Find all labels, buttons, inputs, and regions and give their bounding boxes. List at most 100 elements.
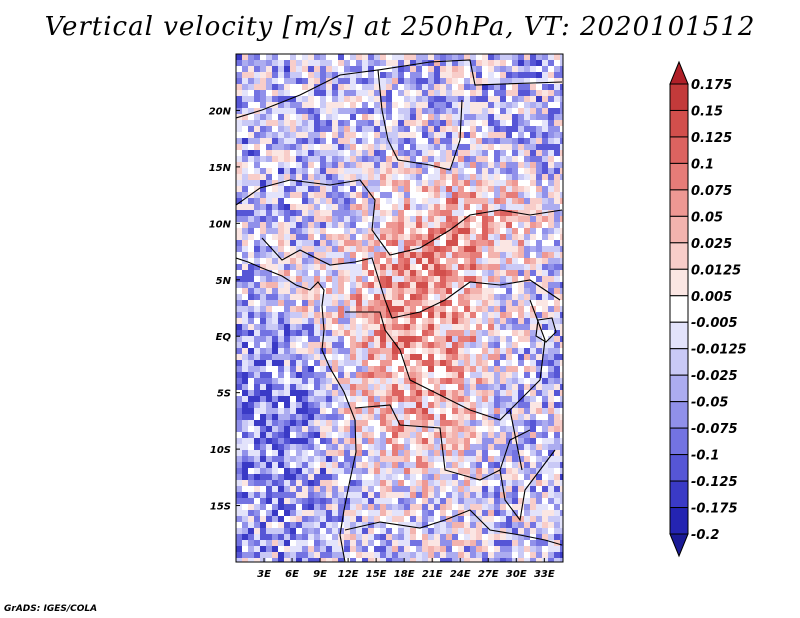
field-cell	[260, 366, 267, 373]
field-cell	[434, 426, 441, 433]
field-cell	[500, 126, 507, 133]
field-cell	[332, 54, 339, 61]
field-cell	[488, 90, 495, 97]
field-cell	[320, 162, 327, 169]
field-cell	[278, 528, 285, 535]
field-cell	[362, 420, 369, 427]
field-cell	[290, 108, 297, 115]
field-cell	[440, 396, 447, 403]
field-cell	[530, 348, 537, 355]
field-cell	[422, 378, 429, 385]
field-cell	[434, 402, 441, 409]
field-cell	[506, 222, 513, 229]
field-cell	[422, 120, 429, 127]
field-cell	[470, 132, 477, 139]
field-cell	[440, 462, 447, 469]
field-cell	[374, 396, 381, 403]
field-cell	[428, 534, 435, 541]
field-cell	[470, 84, 477, 91]
field-cell	[524, 354, 531, 361]
field-cell	[266, 54, 273, 61]
field-cell	[266, 360, 273, 367]
field-cell	[266, 318, 273, 325]
field-cell	[512, 264, 519, 271]
field-cell	[440, 240, 447, 247]
field-cell	[362, 360, 369, 367]
field-cell	[374, 504, 381, 511]
field-cell	[356, 108, 363, 115]
field-cell	[506, 528, 513, 535]
field-cell	[386, 444, 393, 451]
field-cell	[554, 84, 561, 91]
field-cell	[434, 228, 441, 235]
field-cell	[536, 276, 543, 283]
field-cell	[374, 366, 381, 373]
field-cell	[428, 546, 435, 553]
field-cell	[518, 456, 525, 463]
field-cell	[482, 246, 489, 253]
field-cell	[494, 462, 501, 469]
field-cell	[344, 192, 351, 199]
field-cell	[338, 210, 345, 217]
field-cell	[560, 72, 563, 79]
field-cell	[236, 330, 243, 337]
field-cell	[380, 192, 387, 199]
field-cell	[428, 498, 435, 505]
field-cell	[428, 252, 435, 259]
field-cell	[554, 270, 561, 277]
field-cell	[362, 558, 369, 562]
field-cell	[380, 318, 387, 325]
field-cell	[488, 174, 495, 181]
field-cell	[320, 72, 327, 79]
field-cell	[338, 156, 345, 163]
field-cell	[458, 450, 465, 457]
field-cell	[524, 540, 531, 547]
field-cell	[458, 558, 465, 562]
field-cell	[422, 72, 429, 79]
colorbar-bottom-arrow	[669, 533, 689, 558]
field-cell	[404, 216, 411, 223]
field-cell	[524, 306, 531, 313]
field-cell	[404, 144, 411, 151]
field-cell	[248, 132, 255, 139]
field-cell	[362, 462, 369, 469]
field-cell	[380, 138, 387, 145]
field-cell	[266, 264, 273, 271]
field-cell	[446, 318, 453, 325]
field-cell	[554, 162, 561, 169]
field-cell	[332, 504, 339, 511]
field-cell	[242, 120, 249, 127]
field-cell	[350, 132, 357, 139]
field-cell	[446, 504, 453, 511]
field-cell	[308, 462, 315, 469]
field-cell	[422, 84, 429, 91]
field-cell	[302, 222, 309, 229]
field-cell	[440, 54, 447, 61]
field-cell	[350, 60, 357, 67]
field-cell	[260, 420, 267, 427]
field-cell	[338, 126, 345, 133]
field-cell	[380, 450, 387, 457]
field-cell	[320, 114, 327, 121]
field-cell	[242, 252, 249, 259]
field-cell	[374, 264, 381, 271]
field-cell	[440, 234, 447, 241]
field-cell	[530, 246, 537, 253]
field-cell	[272, 180, 279, 187]
field-cell	[554, 252, 561, 259]
field-cell	[554, 438, 561, 445]
field-cell	[404, 252, 411, 259]
field-cell	[518, 240, 525, 247]
colorbar-label: -0.025	[691, 369, 738, 384]
field-cell	[296, 474, 303, 481]
field-cell	[464, 510, 471, 517]
field-cell	[266, 168, 273, 175]
field-cell	[464, 366, 471, 373]
field-cell	[332, 318, 339, 325]
field-cell	[494, 486, 501, 493]
field-cell	[368, 402, 375, 409]
field-cell	[338, 456, 345, 463]
field-cell	[350, 108, 357, 115]
field-cell	[380, 288, 387, 295]
field-cell	[254, 270, 261, 277]
